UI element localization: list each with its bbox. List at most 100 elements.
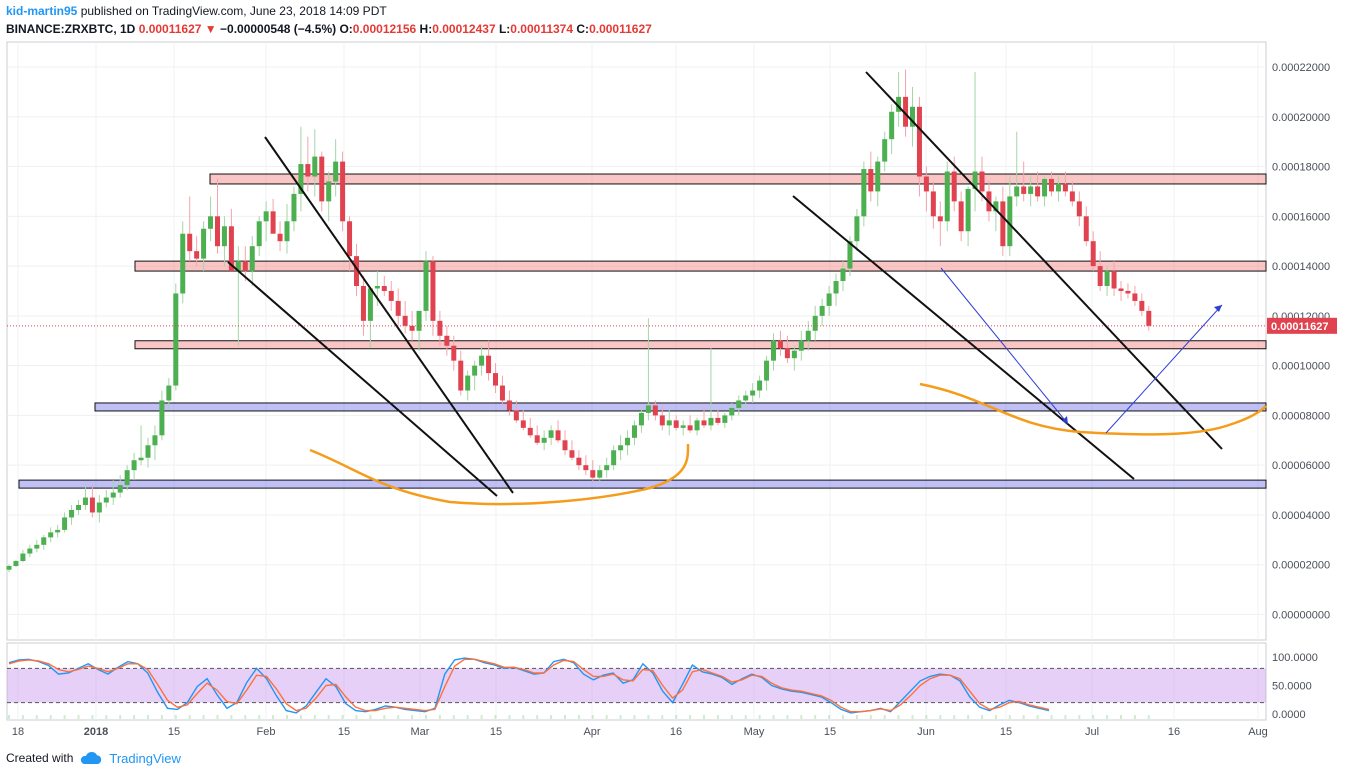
volume-bar (1092, 715, 1095, 719)
candle (208, 216, 214, 229)
candle (777, 340, 783, 349)
candle (555, 430, 561, 441)
x-tick-label: 15 (490, 726, 502, 738)
candle (1076, 201, 1082, 217)
candle (1090, 241, 1096, 267)
high-label: H: (419, 22, 433, 36)
volume-bar (758, 715, 761, 719)
candle (520, 420, 526, 428)
open-value: 0.00012156 (352, 22, 417, 36)
volume-bar (1008, 715, 1011, 719)
candle (819, 305, 825, 316)
candle (381, 286, 387, 291)
rounding-bottom-curve (309, 443, 690, 506)
candle (798, 340, 804, 351)
author-link[interactable]: kid-martin95 (6, 4, 78, 18)
x-tick-label: Aug (1248, 726, 1268, 738)
candle (611, 450, 617, 466)
y-tick-label: 0.00020000 (1272, 112, 1330, 124)
candle (333, 161, 339, 182)
volume-bar (411, 715, 414, 719)
candle (76, 505, 81, 510)
volume-bar (1120, 715, 1122, 719)
volume-bar (425, 715, 427, 719)
last-price-label: 0.00011627 (1271, 321, 1329, 333)
x-tick-label: 16 (1168, 726, 1180, 738)
chart-header: kid-martin95 published on TradingView.co… (6, 2, 1006, 38)
candle (729, 407, 735, 416)
symbol-label[interactable]: BINANCE:ZRXBTC, 1D (6, 22, 136, 36)
candle (34, 544, 40, 549)
candle (221, 226, 227, 247)
volume-bar (188, 715, 191, 719)
candle (228, 226, 234, 272)
candle (402, 315, 408, 326)
candle (750, 390, 756, 396)
volume-bar (49, 715, 52, 719)
oscillator-pane (6, 642, 1267, 721)
x-tick-label: Feb (257, 726, 276, 738)
candle (340, 161, 346, 222)
volume-bar (814, 715, 817, 719)
candle (840, 268, 846, 282)
trend-line (264, 136, 514, 494)
volume-bar (286, 715, 288, 719)
candle (1000, 201, 1006, 247)
candle (673, 420, 679, 428)
candle (652, 405, 658, 416)
candle (388, 290, 394, 301)
candle (423, 261, 429, 311)
last-price-badge (1267, 317, 1337, 334)
candle (110, 492, 116, 498)
candle (27, 548, 33, 554)
candle (1111, 271, 1117, 289)
resistance-zone (209, 173, 1267, 185)
candle (979, 171, 985, 192)
candle (416, 310, 422, 331)
candle (138, 457, 144, 461)
candle (1132, 293, 1138, 301)
candle (437, 320, 443, 336)
x-tick-label: 15 (1000, 726, 1012, 738)
volume-bar (619, 715, 622, 719)
volume-bar (480, 715, 483, 719)
candle (562, 440, 568, 451)
volume-bar (160, 715, 163, 719)
candle (625, 437, 631, 446)
candle (1083, 216, 1089, 242)
volume-bar (967, 715, 970, 719)
candle (305, 164, 311, 177)
candle (930, 191, 936, 217)
volume-bar (675, 715, 678, 719)
candle (1139, 300, 1145, 311)
volume-bar (369, 715, 372, 719)
candle (152, 435, 158, 446)
price-chart[interactable]: 0.00000000 0.00002000 0.00004000 0.00006000… (0, 0, 1348, 745)
tradingview-brand-link[interactable]: TradingView (109, 750, 181, 766)
candle (367, 288, 373, 321)
candle (604, 465, 610, 471)
y-tick-label: 0.00010000 (1272, 361, 1330, 373)
created-with-text: Created with (6, 751, 74, 765)
y-tick-label: 0.00008000 (1272, 410, 1330, 422)
candle (242, 261, 248, 272)
candle (708, 417, 714, 426)
volume-bar (258, 715, 261, 719)
volume-bar (438, 715, 441, 719)
volume-bar (1064, 715, 1067, 719)
volume-bar (1022, 715, 1025, 719)
trend-line (227, 261, 498, 497)
volume-bar (981, 715, 983, 719)
candle (1125, 290, 1131, 294)
candle (41, 537, 47, 545)
candle (201, 228, 207, 259)
candle (194, 251, 200, 259)
volume-bar (577, 715, 580, 719)
candle (1055, 183, 1061, 192)
candle (854, 216, 860, 242)
candle (1028, 186, 1034, 194)
volume-bar (77, 715, 80, 719)
candle (743, 395, 749, 401)
volume-bar (953, 715, 956, 719)
y-tick-label: 0.00006000 (1272, 460, 1330, 472)
